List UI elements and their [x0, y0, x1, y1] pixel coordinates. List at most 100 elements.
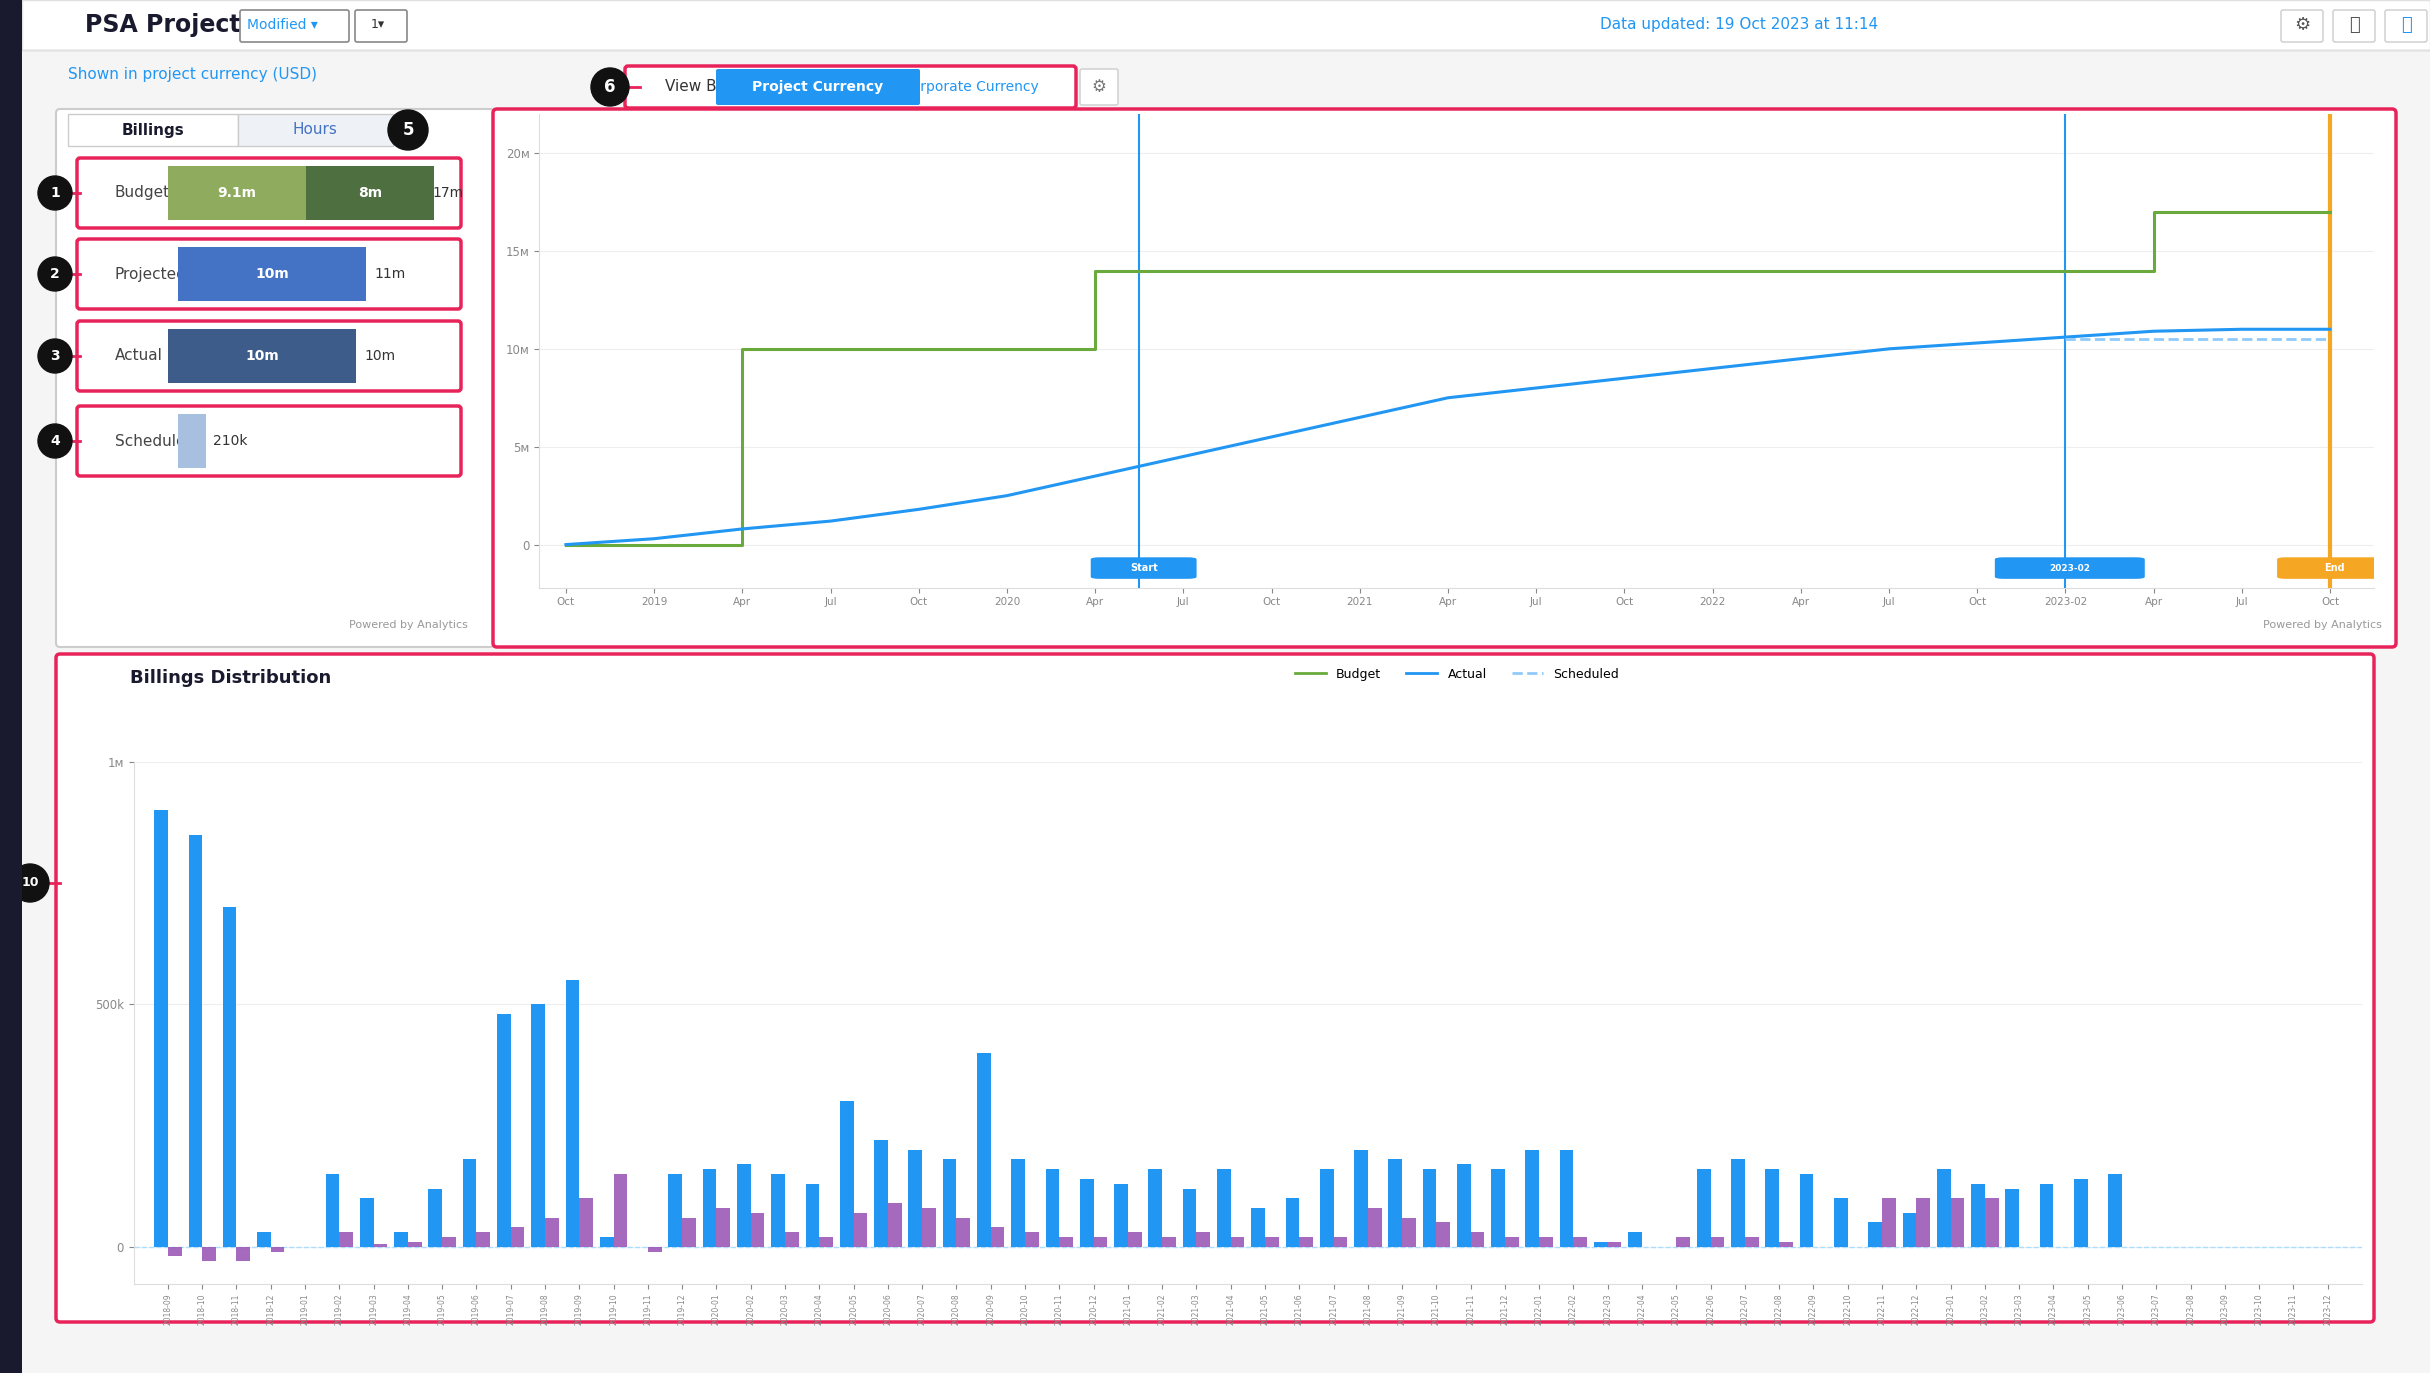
Bar — [1711, 1237, 1725, 1247]
Bar — [1334, 1237, 1346, 1247]
Text: Budget: Budget — [114, 185, 170, 200]
Bar — [943, 1159, 957, 1247]
Bar — [168, 1247, 182, 1256]
Bar — [1767, 1170, 1779, 1247]
Bar — [751, 1212, 765, 1247]
Budget — [552, 537, 581, 553]
Bar — [153, 810, 168, 1247]
Bar — [1594, 1241, 1609, 1247]
Bar — [1951, 1199, 1963, 1247]
Text: 9: 9 — [2163, 323, 2175, 341]
Bar — [326, 1174, 340, 1247]
Bar — [1779, 1241, 1793, 1247]
Actual — [1346, 409, 1375, 426]
FancyBboxPatch shape — [355, 10, 406, 43]
Circle shape — [39, 424, 73, 459]
Text: 8m: 8m — [357, 185, 382, 200]
Text: View By:: View By: — [666, 80, 729, 95]
Budget — [2316, 203, 2345, 220]
Text: 1▾: 1▾ — [372, 18, 384, 32]
Bar — [1162, 1237, 1176, 1247]
Circle shape — [12, 864, 49, 902]
Actual — [1434, 390, 1463, 406]
Bar — [462, 1159, 476, 1247]
Actual — [1874, 341, 1903, 357]
Actual — [904, 501, 933, 518]
FancyBboxPatch shape — [168, 166, 306, 220]
Actual — [1699, 360, 1728, 376]
Bar — [510, 1227, 525, 1247]
Line: Actual: Actual — [566, 330, 2330, 545]
FancyBboxPatch shape — [177, 247, 367, 301]
Text: Billings Distribution: Billings Distribution — [129, 669, 330, 686]
Bar — [1730, 1159, 1745, 1247]
Bar — [702, 1170, 717, 1247]
Bar — [649, 1247, 661, 1252]
Bar — [2005, 1189, 2019, 1247]
FancyBboxPatch shape — [168, 330, 357, 383]
Bar — [270, 1247, 284, 1252]
Scheduled — [2138, 331, 2168, 347]
Bar — [394, 1232, 408, 1247]
FancyBboxPatch shape — [1091, 557, 1196, 579]
FancyBboxPatch shape — [238, 114, 394, 146]
Budget — [1963, 262, 1993, 279]
Bar — [1436, 1222, 1451, 1247]
Scheduled — [2228, 331, 2257, 347]
Budget — [1609, 262, 1638, 279]
Bar — [2039, 1184, 2053, 1247]
Text: Shown in project currency (USD): Shown in project currency (USD) — [68, 67, 316, 82]
Bar — [853, 1212, 868, 1247]
Bar — [991, 1227, 1004, 1247]
Bar — [1801, 1174, 1813, 1247]
Bar — [819, 1237, 833, 1247]
Bar — [1094, 1237, 1108, 1247]
Bar — [957, 1218, 970, 1247]
Bar — [1196, 1232, 1210, 1247]
Text: 11m: 11m — [374, 266, 406, 281]
Bar — [1538, 1237, 1553, 1247]
Text: 8: 8 — [741, 401, 753, 419]
Text: 2023-02: 2023-02 — [2048, 563, 2090, 573]
Actual — [1169, 448, 1198, 464]
Bar — [1881, 1199, 1895, 1247]
Bar — [1402, 1218, 1417, 1247]
Text: Powered by Analytics: Powered by Analytics — [2262, 621, 2381, 630]
Scheduled — [2316, 331, 2345, 347]
Bar — [476, 1232, 491, 1247]
Bar — [374, 1244, 386, 1247]
Budget — [2138, 203, 2168, 220]
Bar — [1869, 1222, 1881, 1247]
Text: 5: 5 — [403, 121, 413, 139]
Circle shape — [39, 339, 73, 373]
Scheduled — [2051, 331, 2080, 347]
Actual — [816, 514, 846, 530]
FancyBboxPatch shape — [2277, 557, 2391, 579]
Bar — [668, 1174, 683, 1247]
Bar — [1011, 1159, 1025, 1247]
Bar — [1059, 1237, 1074, 1247]
Bar — [1985, 1199, 1997, 1247]
Bar — [340, 1232, 352, 1247]
Text: 17m: 17m — [433, 185, 464, 200]
Bar — [770, 1174, 785, 1247]
Bar — [1025, 1232, 1038, 1247]
Bar — [202, 1247, 216, 1262]
FancyBboxPatch shape — [78, 406, 462, 476]
Bar — [1917, 1199, 1929, 1247]
Bar — [1266, 1237, 1278, 1247]
Bar — [1458, 1164, 1470, 1247]
Bar — [1113, 1184, 1128, 1247]
Bar — [544, 1218, 559, 1247]
FancyBboxPatch shape — [2282, 10, 2323, 43]
FancyBboxPatch shape — [306, 166, 435, 220]
Actual — [2138, 323, 2168, 339]
Bar — [615, 1174, 627, 1247]
Bar — [1285, 1199, 1300, 1247]
Text: 🔔: 🔔 — [2350, 16, 2360, 34]
Actual — [1963, 335, 1993, 351]
Bar — [683, 1218, 695, 1247]
Bar — [1575, 1237, 1587, 1247]
Bar — [921, 1208, 936, 1247]
Budget — [1346, 262, 1375, 279]
